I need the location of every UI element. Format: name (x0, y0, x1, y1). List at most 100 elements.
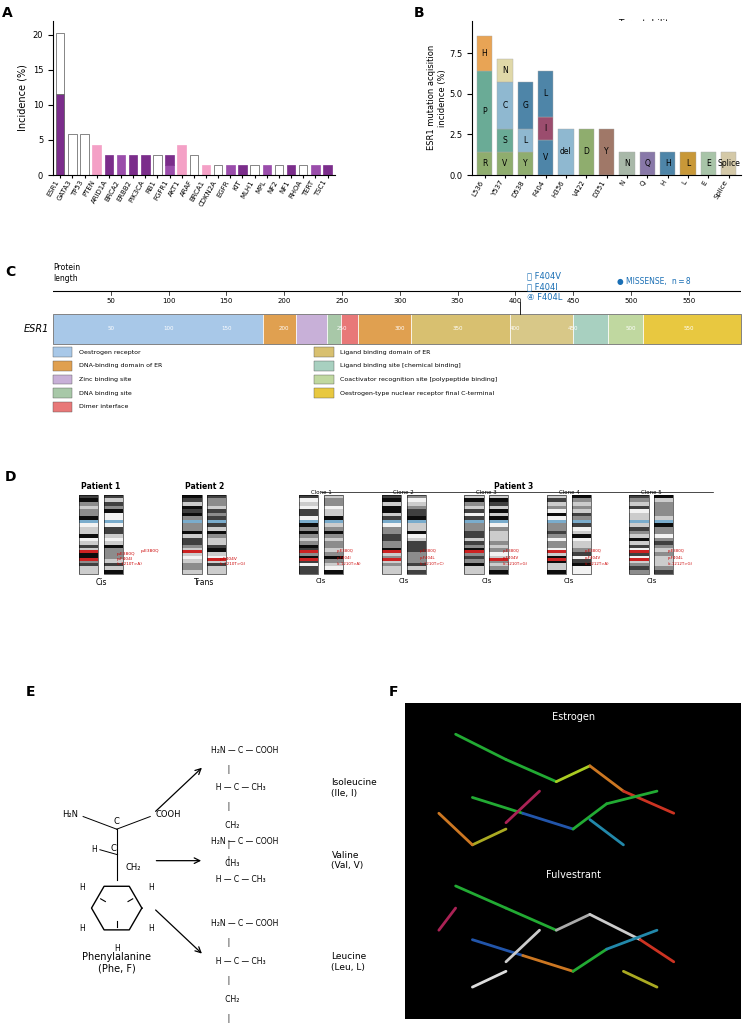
Text: (c.1210T>G): (c.1210T>G) (220, 562, 246, 566)
Bar (382, 527, 401, 531)
Bar (497, 82, 513, 129)
Bar (518, 129, 533, 152)
Bar (207, 548, 226, 553)
Text: p.F404V: p.F404V (220, 558, 238, 562)
Bar (407, 520, 426, 524)
Bar (79, 570, 98, 573)
Bar (182, 549, 202, 554)
Text: H₂N — C — COOH: H₂N — C — COOH (211, 919, 278, 928)
Bar (104, 570, 123, 573)
Bar (547, 517, 566, 520)
Bar (79, 524, 98, 527)
Bar (382, 495, 401, 498)
Bar (182, 527, 202, 531)
Text: Y: Y (604, 147, 609, 156)
Bar (464, 545, 484, 548)
Bar (207, 502, 226, 505)
Text: 300: 300 (395, 326, 405, 331)
Text: 400: 400 (510, 326, 521, 331)
Bar (382, 566, 401, 570)
Bar (547, 502, 566, 505)
Bar (407, 517, 426, 520)
Bar (630, 520, 649, 524)
Bar (104, 512, 123, 517)
Bar (630, 541, 649, 545)
Bar (207, 563, 226, 566)
Text: p.F404V: p.F404V (584, 556, 601, 560)
Bar (250, 166, 259, 175)
Bar (382, 502, 401, 505)
Y-axis label: Incidence (%): Incidence (%) (17, 65, 27, 132)
Bar (79, 520, 98, 524)
Bar (153, 154, 162, 175)
Bar (92, 145, 101, 175)
Bar (630, 509, 649, 512)
Text: 550: 550 (683, 326, 694, 331)
Bar (464, 495, 484, 498)
Bar (53, 361, 72, 370)
Bar (382, 549, 401, 554)
Bar (489, 502, 508, 505)
Bar (324, 548, 343, 553)
Bar (721, 152, 736, 175)
Text: F: F (389, 685, 398, 700)
Bar (104, 556, 123, 559)
Bar (654, 538, 674, 541)
Bar (701, 152, 716, 175)
Bar (182, 538, 202, 541)
Bar (207, 566, 226, 570)
Bar (207, 524, 226, 527)
Bar (464, 534, 484, 538)
Text: V: V (502, 159, 507, 168)
Bar (314, 375, 333, 384)
Bar (299, 558, 318, 561)
Text: p.E380Q: p.E380Q (117, 552, 135, 556)
Bar (407, 520, 426, 524)
Bar (182, 553, 202, 556)
Bar (572, 509, 591, 512)
Bar (489, 548, 508, 553)
Bar (510, 314, 573, 344)
Text: Cis: Cis (398, 578, 409, 584)
Text: 50: 50 (107, 326, 114, 331)
Bar (547, 531, 566, 534)
Bar (314, 389, 333, 398)
Bar (324, 166, 332, 175)
Bar (207, 545, 226, 548)
Text: Clone 3: Clone 3 (476, 490, 497, 495)
Bar (104, 541, 123, 545)
Bar (104, 154, 113, 175)
Bar (630, 520, 649, 524)
Bar (299, 505, 318, 509)
Bar (608, 314, 643, 344)
Bar (79, 538, 98, 541)
Bar (547, 548, 566, 553)
Text: |: | (211, 938, 230, 948)
Text: N: N (502, 66, 508, 75)
Text: Cis: Cis (95, 578, 107, 587)
Bar (660, 152, 675, 175)
Bar (79, 553, 98, 556)
Bar (382, 520, 401, 524)
Bar (464, 566, 484, 570)
Bar (464, 553, 484, 556)
Bar (630, 502, 649, 505)
Bar (382, 495, 401, 573)
Text: Clone 1: Clone 1 (311, 490, 332, 495)
Bar (104, 524, 123, 527)
Bar (464, 512, 484, 517)
Text: p.F404V: p.F404V (502, 556, 519, 560)
Bar (572, 538, 591, 541)
Bar (324, 512, 343, 517)
Bar (274, 166, 284, 175)
Text: C: C (110, 844, 116, 853)
Bar (407, 570, 426, 573)
Bar (547, 570, 566, 573)
Bar (489, 545, 508, 548)
Text: (c.1210T>A): (c.1210T>A) (117, 562, 143, 566)
Bar (287, 166, 296, 175)
Text: L: L (686, 159, 690, 168)
Text: Splice: Splice (717, 159, 740, 168)
Bar (182, 524, 202, 527)
Bar (79, 549, 98, 554)
